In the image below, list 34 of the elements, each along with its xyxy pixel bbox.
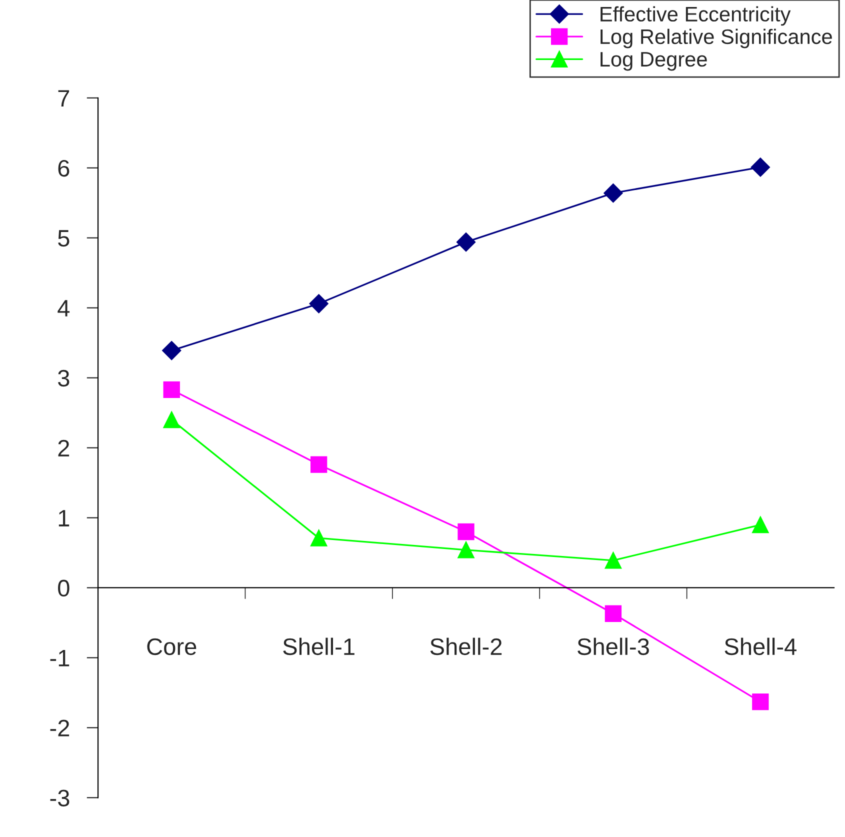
y-tick-label: 3 xyxy=(58,370,70,387)
legend-label: Log Relative Significance xyxy=(600,28,832,48)
point xyxy=(309,294,328,314)
point xyxy=(604,605,622,622)
x-tick-label: Shell-1 xyxy=(283,638,354,656)
point xyxy=(750,158,770,177)
y-tick-label: 4 xyxy=(58,300,70,316)
legend-label: Effective Eccentricity xyxy=(600,6,791,26)
y-tick-label: 2 xyxy=(58,440,70,456)
y-tick-label: 0 xyxy=(58,580,70,597)
point xyxy=(162,341,182,360)
point xyxy=(163,381,180,398)
y-tick-label: 1 xyxy=(58,510,70,526)
y-tick-label: 6 xyxy=(58,160,70,177)
point xyxy=(752,516,769,534)
y-tick-label: 5 xyxy=(58,230,70,247)
point xyxy=(310,530,328,546)
y-tick-label: -3 xyxy=(50,790,70,806)
point xyxy=(310,456,328,473)
legend-label: Log Degree xyxy=(600,52,707,71)
point xyxy=(163,411,180,428)
x-tick-label: Shell-2 xyxy=(430,638,502,656)
point xyxy=(604,552,622,569)
y-tick-label: -1 xyxy=(50,650,70,666)
x-tick-label: Shell-4 xyxy=(724,638,796,656)
point xyxy=(752,693,769,710)
x-tick-label: Shell-3 xyxy=(578,638,649,656)
point xyxy=(604,184,623,203)
y-tick-label: -2 xyxy=(50,720,70,736)
point xyxy=(458,523,474,540)
point xyxy=(458,542,474,558)
x-tick-label: Core xyxy=(147,638,196,656)
y-tick-label: 7 xyxy=(58,90,70,106)
point xyxy=(456,232,476,252)
